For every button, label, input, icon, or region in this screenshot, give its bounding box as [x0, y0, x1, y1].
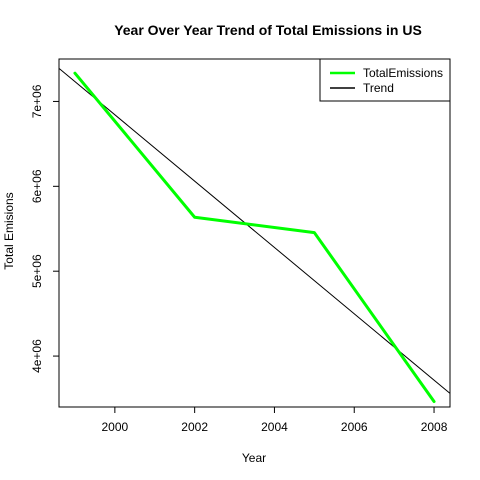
- legend-box: [319, 58, 451, 102]
- y-tick-label-5e+06: 5e+06: [30, 254, 44, 288]
- legend-label-trend: Trend: [363, 81, 394, 95]
- series-line-trend: [59, 67, 450, 394]
- plot-frame: [58, 58, 451, 408]
- x-axis-label: Year: [242, 451, 266, 465]
- x-tick-label-2000: 2000: [102, 420, 129, 434]
- legend: TotalEmissions Trend: [319, 58, 451, 102]
- plot-lines: [59, 67, 450, 404]
- x-axis: 2000 2002 2004 2006 2008: [102, 407, 448, 434]
- legend-label-total-emissions: TotalEmissions: [363, 66, 443, 80]
- series-line-totalemissions: [73, 71, 436, 404]
- y-tick-label-7e+06: 7e+06: [30, 84, 44, 118]
- x-tick-label-2004: 2004: [261, 420, 288, 434]
- chart-title: Year Over Year Trend of Total Emissions …: [114, 22, 422, 38]
- x-tick-label-2002: 2002: [181, 420, 208, 434]
- x-tick-label-2006: 2006: [341, 420, 368, 434]
- y-tick-label-4e+06: 4e+06: [30, 339, 44, 373]
- y-axis: 4e+06 5e+06 6e+06 7e+06: [30, 84, 59, 373]
- y-axis-label: Total Emisions: [2, 192, 16, 269]
- y-tick-label-6e+06: 6e+06: [30, 169, 44, 203]
- x-tick-label-2008: 2008: [421, 420, 448, 434]
